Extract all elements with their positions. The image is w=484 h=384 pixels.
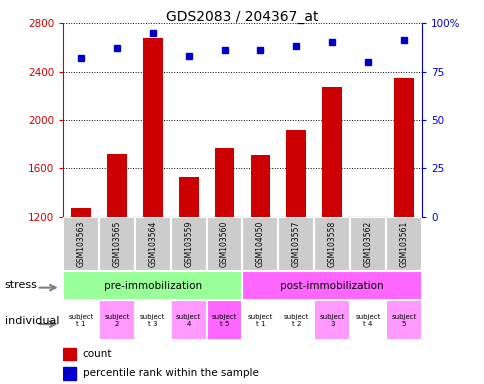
Text: GSM103561: GSM103561: [399, 221, 408, 267]
Text: GSM103558: GSM103558: [327, 221, 336, 267]
Text: subject
2: subject 2: [104, 314, 129, 326]
Bar: [63, 217, 99, 271]
Text: subject
t 1: subject t 1: [68, 314, 93, 326]
Bar: [385, 217, 421, 271]
Text: subject
t 4: subject t 4: [355, 314, 380, 326]
Bar: [135, 217, 170, 271]
Bar: [206, 300, 242, 340]
Bar: [242, 300, 278, 340]
Text: GSM103557: GSM103557: [291, 221, 300, 267]
Text: subject
5: subject 5: [391, 314, 416, 326]
Bar: [206, 217, 242, 271]
Bar: [278, 300, 314, 340]
Text: subject
t 5: subject t 5: [212, 314, 237, 326]
Text: GDS2083 / 204367_at: GDS2083 / 204367_at: [166, 10, 318, 23]
Bar: [107, 154, 126, 217]
Bar: [322, 87, 341, 217]
Text: subject
3: subject 3: [319, 314, 344, 326]
Text: stress: stress: [5, 280, 38, 290]
Bar: [393, 78, 413, 217]
Bar: [250, 155, 270, 217]
Text: GSM103559: GSM103559: [184, 221, 193, 267]
Bar: [71, 209, 91, 217]
Bar: [179, 177, 198, 217]
Bar: [242, 217, 278, 271]
Bar: [143, 38, 162, 217]
Text: GSM103560: GSM103560: [220, 221, 228, 267]
Text: pre-immobilization: pre-immobilization: [104, 280, 201, 291]
Bar: [99, 300, 135, 340]
Text: GSM103564: GSM103564: [148, 221, 157, 267]
Text: subject
t 3: subject t 3: [140, 314, 165, 326]
Text: percentile rank within the sample: percentile rank within the sample: [83, 368, 258, 378]
Bar: [214, 148, 234, 217]
Bar: [278, 217, 314, 271]
Text: subject
4: subject 4: [176, 314, 201, 326]
Text: GSM103565: GSM103565: [112, 221, 121, 267]
Bar: [358, 217, 377, 218]
Bar: [385, 300, 421, 340]
Bar: [135, 300, 170, 340]
Text: post-immobilization: post-immobilization: [280, 280, 383, 291]
Bar: [286, 130, 305, 217]
Text: GSM104050: GSM104050: [256, 221, 264, 267]
Bar: [170, 300, 206, 340]
Bar: [63, 367, 76, 379]
Text: subject
t 1: subject t 1: [247, 314, 272, 326]
Text: count: count: [83, 349, 112, 359]
Bar: [63, 271, 242, 300]
Text: individual: individual: [5, 316, 59, 326]
Text: subject
t 2: subject t 2: [283, 314, 308, 326]
Bar: [314, 217, 349, 271]
Bar: [170, 217, 206, 271]
Text: GSM103563: GSM103563: [76, 221, 85, 267]
Bar: [349, 217, 385, 271]
Text: GSM103562: GSM103562: [363, 221, 372, 267]
Bar: [349, 300, 385, 340]
Bar: [63, 300, 99, 340]
Bar: [242, 271, 421, 300]
Bar: [99, 217, 135, 271]
Bar: [314, 300, 349, 340]
Bar: [63, 348, 76, 360]
